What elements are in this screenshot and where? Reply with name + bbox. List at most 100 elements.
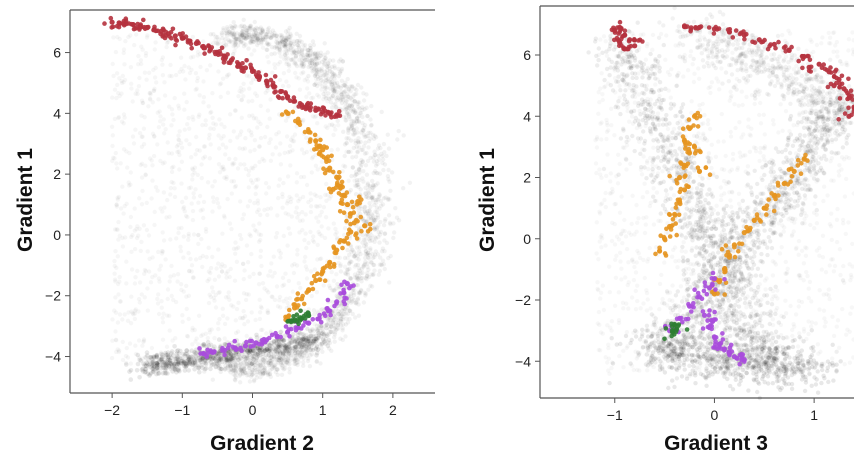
cloud-point (143, 71, 147, 75)
cloud-point (213, 278, 217, 282)
data-point (312, 274, 317, 279)
cloud-point (300, 210, 304, 214)
cloud-point (260, 28, 264, 32)
cloud-point (361, 265, 365, 269)
cloud-point (324, 79, 328, 83)
cloud-point (173, 96, 177, 100)
cloud-point (160, 58, 164, 62)
cloud-point (305, 86, 309, 90)
cloud-point (184, 196, 188, 200)
cloud-point (210, 285, 214, 289)
cloud-point (178, 129, 182, 133)
data-point (338, 291, 343, 296)
cloud-point (368, 239, 372, 243)
cloud-point (352, 110, 356, 114)
cloud-point (111, 156, 115, 160)
data-point (305, 321, 310, 326)
cloud-point (332, 279, 336, 283)
cloud-point (741, 293, 745, 297)
cloud-point (363, 209, 367, 213)
data-point (222, 353, 227, 358)
cloud-point (247, 26, 251, 30)
cloud-point (286, 361, 290, 365)
cloud-point (305, 183, 309, 187)
data-point (327, 159, 332, 164)
cloud-point (375, 210, 379, 214)
cloud-point (303, 255, 307, 259)
cloud-point (147, 257, 151, 261)
cloud-point (151, 68, 155, 72)
cloud-point (121, 211, 125, 215)
cloud-point (137, 84, 141, 88)
data-point (332, 264, 337, 269)
cloud-point (392, 230, 396, 234)
cloud-point (344, 85, 348, 89)
cloud-point (243, 43, 247, 47)
cloud-point (259, 233, 263, 237)
cloud-point (170, 74, 174, 78)
cloud-point (365, 173, 369, 177)
cloud-point (187, 142, 191, 146)
cloud-point (145, 228, 149, 232)
cloud-point (311, 52, 315, 56)
y-tick-label: −2 (45, 288, 61, 304)
cloud-point (140, 292, 144, 296)
data-point (335, 183, 340, 188)
cloud-point (607, 73, 611, 77)
cloud-point (242, 212, 246, 216)
cloud-point (203, 155, 207, 159)
cloud-point (134, 92, 138, 96)
data-point (296, 303, 301, 308)
cloud-point (170, 112, 174, 116)
cloud-point (267, 42, 271, 46)
cloud-point (722, 215, 726, 219)
cloud-point (179, 249, 183, 253)
cloud-point (288, 144, 292, 148)
cloud-point (244, 298, 248, 302)
cloud-point (334, 272, 338, 276)
cloud-point (114, 266, 118, 270)
cloud-point (275, 360, 279, 364)
cloud-point (377, 240, 381, 244)
cloud-point (118, 94, 122, 98)
cloud-point (208, 293, 212, 297)
cloud-point (311, 238, 315, 242)
data-point (334, 301, 339, 306)
cloud-point (235, 307, 239, 311)
cloud-point (280, 195, 284, 199)
cloud-point (186, 238, 190, 242)
cloud-point (126, 319, 130, 323)
cloud-point (596, 58, 600, 62)
cloud-point (142, 142, 146, 146)
cloud-point (254, 35, 258, 39)
cloud-point (597, 46, 601, 50)
x-tick-label: 2 (389, 402, 397, 418)
data-point (298, 309, 303, 314)
cloud-point (115, 196, 119, 200)
cloud-point (188, 257, 192, 261)
cloud-point (148, 91, 152, 95)
cloud-point (153, 210, 157, 214)
cloud-point (176, 231, 180, 235)
cloud-point (314, 194, 318, 198)
cloud-point (239, 129, 243, 133)
cloud-point (191, 55, 195, 59)
cloud-point (295, 32, 299, 36)
cloud-point (219, 122, 223, 126)
cloud-point (759, 274, 763, 278)
cloud-point (125, 346, 129, 350)
cloud-point (383, 231, 387, 235)
cloud-point (206, 336, 210, 340)
cloud-point (174, 370, 179, 375)
cloud-point (682, 196, 686, 200)
cloud-point (341, 97, 345, 101)
cloud-point (242, 36, 246, 40)
cloud-point (288, 296, 292, 300)
cloud-point (250, 362, 255, 367)
cloud-point (141, 48, 145, 52)
cloud-point (284, 56, 288, 60)
data-point (181, 36, 186, 41)
cloud-point (309, 198, 313, 202)
cloud-point (382, 142, 386, 146)
cloud-point (239, 86, 243, 90)
